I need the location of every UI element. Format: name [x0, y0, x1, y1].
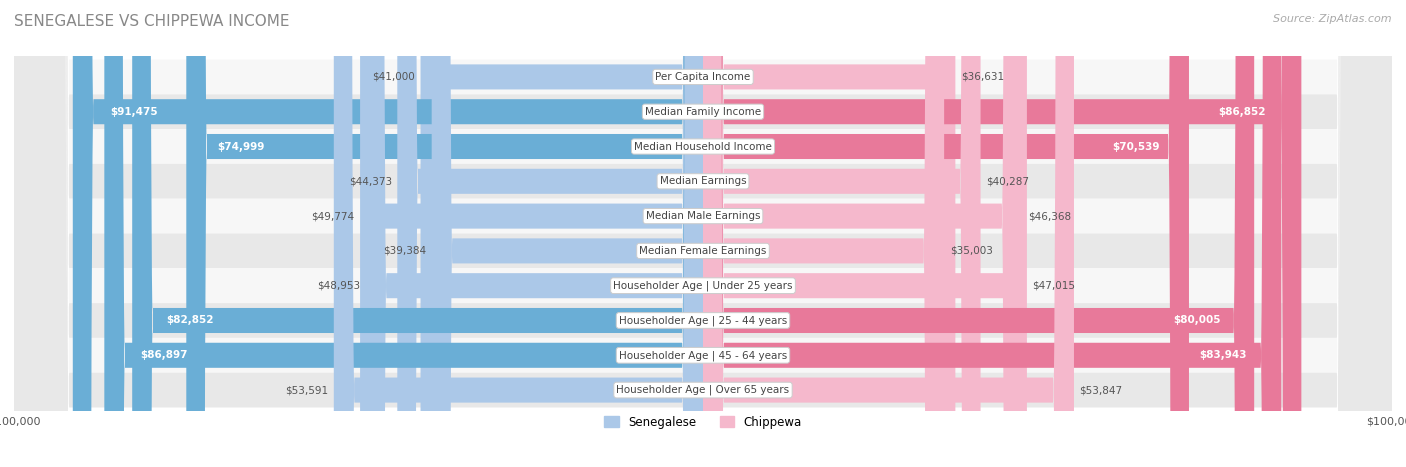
Text: $86,897: $86,897 [141, 350, 188, 360]
Text: $40,287: $40,287 [986, 177, 1029, 186]
FancyBboxPatch shape [14, 0, 1392, 467]
FancyBboxPatch shape [14, 0, 1392, 467]
FancyBboxPatch shape [14, 0, 1392, 467]
FancyBboxPatch shape [703, 0, 1074, 467]
FancyBboxPatch shape [703, 0, 1281, 467]
Text: Householder Age | 45 - 64 years: Householder Age | 45 - 64 years [619, 350, 787, 361]
Text: Per Capita Income: Per Capita Income [655, 72, 751, 82]
Text: Median Family Income: Median Family Income [645, 107, 761, 117]
FancyBboxPatch shape [360, 0, 703, 467]
Text: Source: ZipAtlas.com: Source: ZipAtlas.com [1274, 14, 1392, 24]
Text: $53,591: $53,591 [285, 385, 328, 395]
Text: $83,943: $83,943 [1199, 350, 1247, 360]
Text: $46,368: $46,368 [1028, 211, 1071, 221]
Text: $53,847: $53,847 [1080, 385, 1122, 395]
FancyBboxPatch shape [432, 0, 703, 467]
Text: $47,015: $47,015 [1032, 281, 1076, 290]
FancyBboxPatch shape [398, 0, 703, 467]
FancyBboxPatch shape [703, 0, 1254, 467]
Text: Median Household Income: Median Household Income [634, 142, 772, 151]
Text: $49,774: $49,774 [312, 211, 354, 221]
Text: $80,005: $80,005 [1174, 316, 1222, 325]
FancyBboxPatch shape [420, 0, 703, 467]
FancyBboxPatch shape [703, 0, 945, 467]
FancyBboxPatch shape [333, 0, 703, 467]
FancyBboxPatch shape [14, 0, 1392, 467]
Text: $36,631: $36,631 [960, 72, 1004, 82]
Text: Householder Age | Over 65 years: Householder Age | Over 65 years [616, 385, 790, 396]
Text: $91,475: $91,475 [111, 107, 159, 117]
Text: SENEGALESE VS CHIPPEWA INCOME: SENEGALESE VS CHIPPEWA INCOME [14, 14, 290, 29]
Text: $35,003: $35,003 [949, 246, 993, 256]
Text: $86,852: $86,852 [1218, 107, 1265, 117]
FancyBboxPatch shape [73, 0, 703, 467]
FancyBboxPatch shape [132, 0, 703, 467]
FancyBboxPatch shape [14, 0, 1392, 467]
FancyBboxPatch shape [104, 0, 703, 467]
Text: $44,373: $44,373 [349, 177, 392, 186]
Text: Median Male Earnings: Median Male Earnings [645, 211, 761, 221]
Text: Median Earnings: Median Earnings [659, 177, 747, 186]
Text: Median Female Earnings: Median Female Earnings [640, 246, 766, 256]
FancyBboxPatch shape [703, 0, 1026, 467]
FancyBboxPatch shape [14, 0, 1392, 467]
Text: $48,953: $48,953 [318, 281, 360, 290]
FancyBboxPatch shape [703, 0, 980, 467]
Legend: Senegalese, Chippewa: Senegalese, Chippewa [600, 411, 806, 433]
FancyBboxPatch shape [703, 0, 1302, 467]
FancyBboxPatch shape [703, 0, 1022, 467]
FancyBboxPatch shape [703, 0, 1189, 467]
FancyBboxPatch shape [366, 0, 703, 467]
Text: Householder Age | Under 25 years: Householder Age | Under 25 years [613, 281, 793, 291]
FancyBboxPatch shape [703, 0, 955, 467]
Text: $82,852: $82,852 [166, 316, 214, 325]
FancyBboxPatch shape [14, 0, 1392, 467]
FancyBboxPatch shape [187, 0, 703, 467]
Text: $70,539: $70,539 [1112, 142, 1160, 151]
Text: $39,384: $39,384 [382, 246, 426, 256]
Text: $41,000: $41,000 [373, 72, 415, 82]
FancyBboxPatch shape [14, 0, 1392, 467]
Text: Householder Age | 25 - 44 years: Householder Age | 25 - 44 years [619, 315, 787, 326]
FancyBboxPatch shape [14, 0, 1392, 467]
FancyBboxPatch shape [14, 0, 1392, 467]
Text: $74,999: $74,999 [218, 142, 264, 151]
